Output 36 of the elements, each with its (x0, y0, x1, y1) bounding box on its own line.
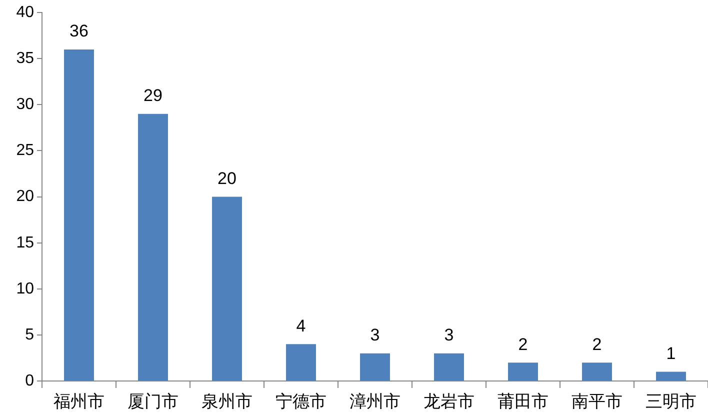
bar (656, 372, 686, 380)
x-tick-label: 莆田市 (498, 392, 548, 411)
y-tick-label: 0 (25, 372, 34, 390)
x-tick-label: 厦门市 (128, 392, 178, 411)
data-label: 2 (518, 334, 528, 354)
y-tick-label: 15 (16, 234, 34, 252)
x-tick-label: 三明市 (646, 392, 696, 411)
data-label: 2 (592, 334, 602, 354)
data-label: 20 (218, 168, 236, 188)
y-tick-label: 25 (16, 142, 34, 160)
x-tick-label: 龙岩市 (424, 392, 474, 411)
bar (286, 344, 316, 380)
data-label: 3 (370, 326, 380, 345)
x-tick-label: 福州市 (54, 392, 104, 411)
y-tick-label: 20 (16, 188, 34, 206)
x-tick-label: 泉州市 (202, 392, 252, 411)
data-label: 4 (296, 316, 306, 336)
data-label: 36 (70, 22, 88, 41)
data-label: 3 (444, 326, 454, 345)
bar (138, 114, 168, 380)
x-tick-label: 漳州市 (350, 392, 400, 411)
y-tick-label: 35 (16, 50, 34, 68)
x-tick-label: 宁德市 (276, 392, 326, 411)
bar (360, 353, 390, 380)
y-tick-label: 5 (25, 326, 34, 344)
data-label: 1 (666, 344, 676, 363)
data-label: 29 (144, 86, 162, 106)
bar (508, 362, 538, 380)
y-tick-label: 30 (16, 96, 34, 114)
bar (64, 49, 94, 380)
y-tick-label: 40 (16, 4, 34, 22)
bar (434, 353, 464, 380)
x-tick-label: 南平市 (572, 392, 622, 411)
bar (582, 362, 612, 380)
y-tick-label: 10 (16, 280, 34, 298)
bar (212, 196, 242, 380)
